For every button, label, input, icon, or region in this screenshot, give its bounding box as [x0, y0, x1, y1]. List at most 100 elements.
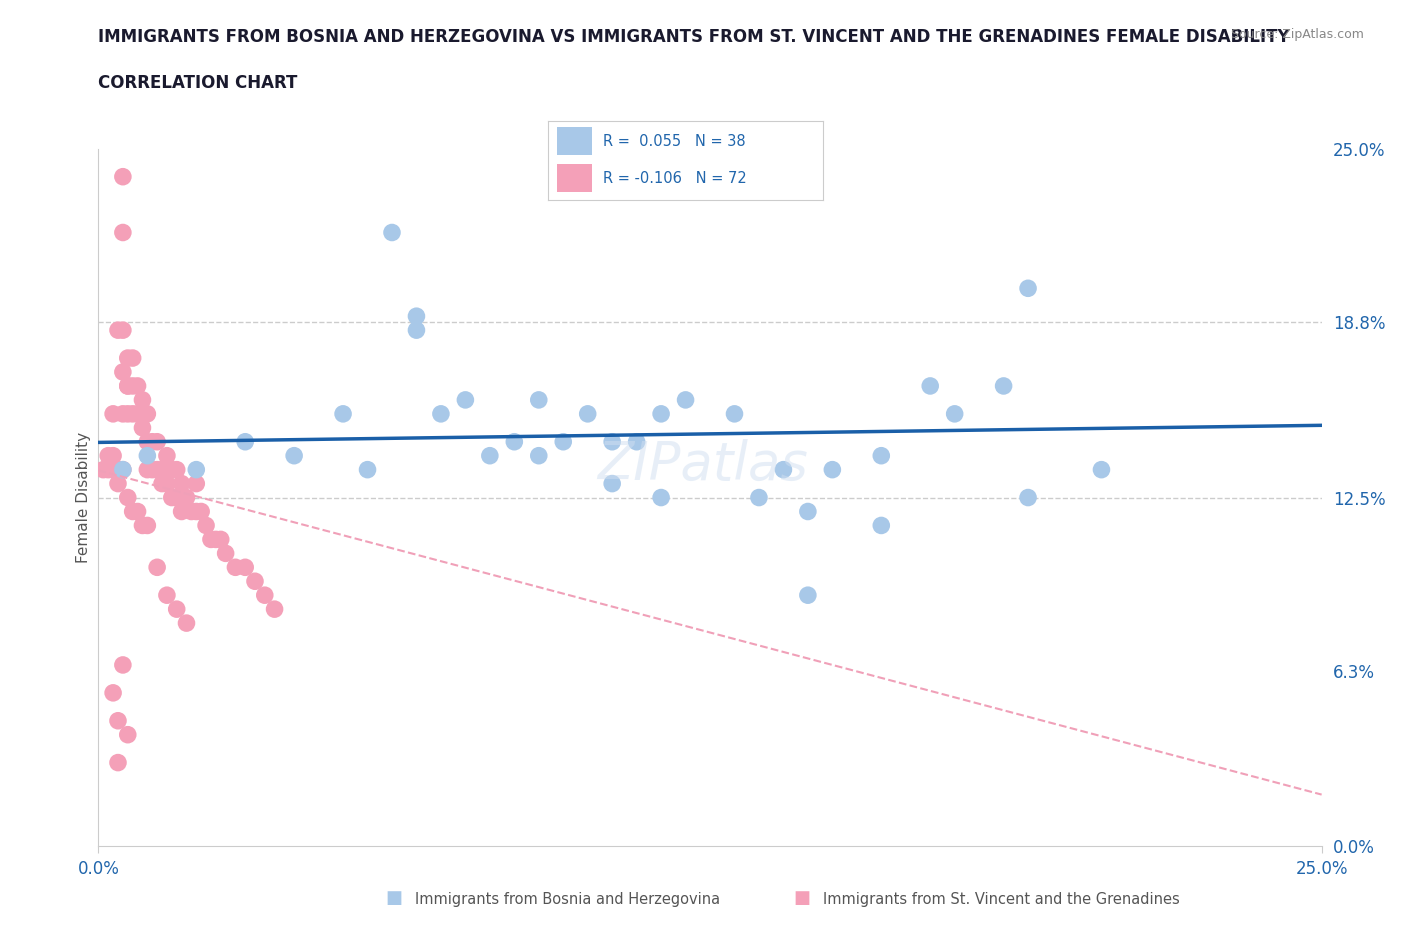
Text: Immigrants from St. Vincent and the Grenadines: Immigrants from St. Vincent and the Gren…: [823, 892, 1180, 907]
Point: [107, 713, 129, 728]
Point: [146, 560, 169, 575]
Point: [454, 392, 477, 407]
Point: [576, 406, 599, 421]
Point: [111, 169, 134, 184]
Point: [166, 490, 188, 505]
Point: [1017, 281, 1039, 296]
Point: [127, 504, 149, 519]
Point: [136, 434, 159, 449]
Point: [430, 406, 453, 421]
Point: [233, 560, 256, 575]
Point: [381, 225, 404, 240]
Point: [920, 379, 942, 393]
Point: [626, 434, 648, 449]
Point: [356, 462, 378, 477]
Point: [160, 462, 183, 477]
Text: Source: ZipAtlas.com: Source: ZipAtlas.com: [1230, 28, 1364, 41]
Point: [176, 490, 198, 505]
Point: [146, 434, 169, 449]
Point: [131, 420, 153, 435]
Point: [117, 379, 139, 393]
Point: [111, 365, 134, 379]
Text: R = -0.106   N = 72: R = -0.106 N = 72: [603, 171, 747, 186]
Point: [166, 602, 188, 617]
Point: [127, 379, 149, 393]
Point: [200, 532, 222, 547]
Point: [527, 448, 550, 463]
Point: [136, 448, 159, 463]
Point: [101, 406, 124, 421]
Point: [650, 406, 672, 421]
Point: [1090, 462, 1112, 477]
Point: [121, 379, 143, 393]
Point: [993, 379, 1015, 393]
Text: Immigrants from Bosnia and Herzegovina: Immigrants from Bosnia and Herzegovina: [415, 892, 720, 907]
Point: [209, 532, 232, 547]
Point: [156, 476, 179, 491]
Point: [527, 392, 550, 407]
Point: [101, 448, 124, 463]
Point: [233, 434, 256, 449]
Point: [97, 448, 120, 463]
Point: [111, 658, 134, 672]
Point: [121, 504, 143, 519]
Point: [156, 448, 179, 463]
Point: [180, 504, 202, 519]
Point: [405, 323, 427, 338]
Point: [186, 504, 208, 519]
Text: ■: ■: [385, 889, 402, 907]
Point: [170, 504, 193, 519]
Point: [107, 476, 129, 491]
Point: [821, 462, 844, 477]
Point: [146, 462, 169, 477]
Text: R =  0.055   N = 38: R = 0.055 N = 38: [603, 134, 745, 149]
Bar: [557, 127, 592, 155]
Point: [160, 490, 183, 505]
Point: [214, 546, 236, 561]
Point: [117, 379, 139, 393]
Point: [117, 406, 139, 421]
Text: ZIPatlas: ZIPatlas: [598, 439, 808, 491]
Point: [111, 462, 134, 477]
Point: [97, 462, 120, 477]
Bar: [557, 165, 592, 193]
Point: [150, 476, 173, 491]
Point: [283, 448, 305, 463]
Point: [332, 406, 354, 421]
Point: [107, 462, 129, 477]
Point: [190, 504, 212, 519]
Point: [111, 225, 134, 240]
Point: [772, 462, 794, 477]
Point: [797, 504, 820, 519]
Y-axis label: Female Disability: Female Disability: [76, 432, 91, 563]
Point: [600, 476, 623, 491]
Point: [195, 518, 218, 533]
Point: [101, 685, 124, 700]
Point: [107, 755, 129, 770]
Point: [136, 406, 159, 421]
Point: [224, 560, 246, 575]
Point: [111, 323, 134, 338]
Point: [186, 476, 208, 491]
Point: [127, 406, 149, 421]
Point: [141, 462, 163, 477]
Point: [121, 351, 143, 365]
Point: [1017, 490, 1039, 505]
Point: [186, 462, 208, 477]
Point: [600, 434, 623, 449]
Point: [111, 406, 134, 421]
Text: CORRELATION CHART: CORRELATION CHART: [98, 74, 298, 92]
Point: [870, 448, 893, 463]
Point: [117, 727, 139, 742]
Point: [176, 616, 198, 631]
Point: [478, 448, 501, 463]
Text: ■: ■: [793, 889, 810, 907]
Point: [797, 588, 820, 603]
Point: [131, 392, 153, 407]
Point: [870, 518, 893, 533]
Point: [253, 588, 276, 603]
Point: [107, 323, 129, 338]
Point: [121, 406, 143, 421]
Point: [117, 351, 139, 365]
Point: [205, 532, 228, 547]
